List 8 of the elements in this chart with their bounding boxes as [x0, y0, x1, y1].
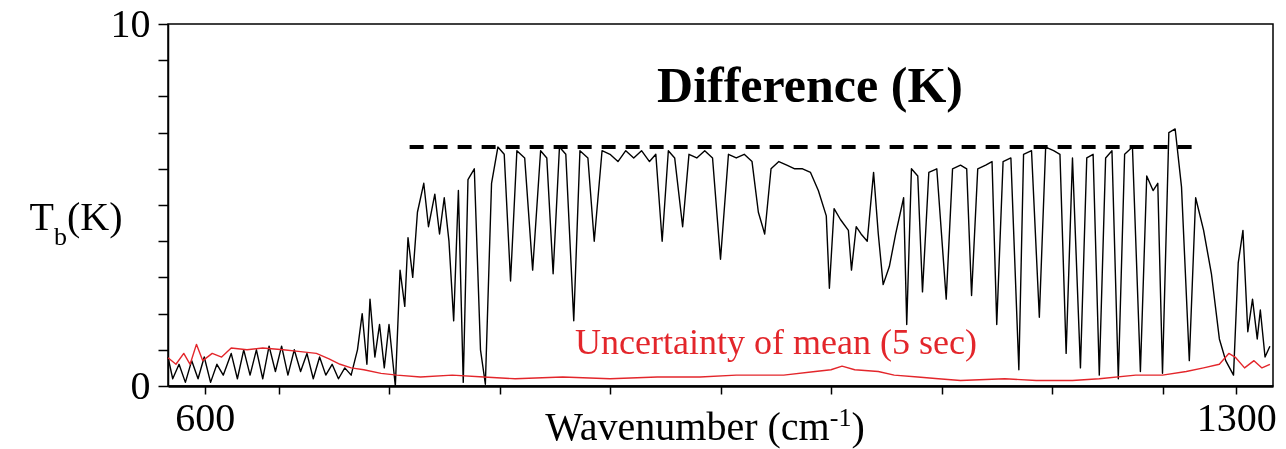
text: Difference (K) — [657, 57, 963, 113]
y-axis-title: T$_{b}$(K) — [29, 194, 123, 251]
x-axis-title: Wavenumber (cm$^{-1}$) — [545, 402, 865, 449]
x-tick-label: 1300 — [1196, 394, 1277, 440]
y-tick-label: 10 — [110, 0, 151, 46]
y-tick-label: 0 — [130, 362, 151, 408]
series-label: Uncertainty of mean (5 sec) — [575, 322, 977, 362]
x-tick-label: 600 — [175, 394, 236, 440]
